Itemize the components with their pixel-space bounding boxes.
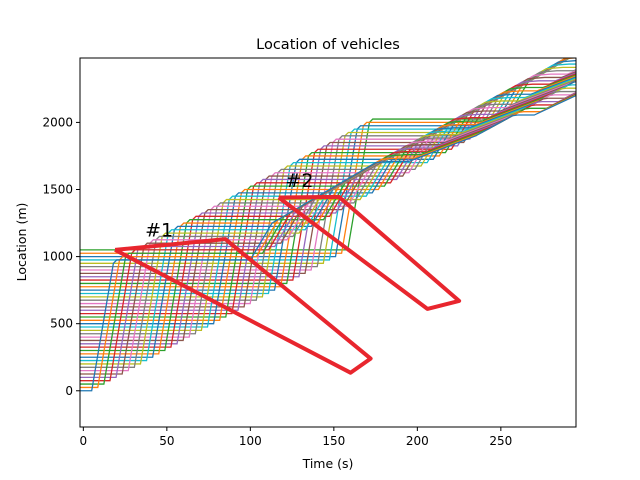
x-tick-label: 150 [322, 434, 345, 448]
x-tick-label: 250 [489, 434, 512, 448]
y-tick-label: 2000 [42, 115, 73, 129]
x-axis-label: Time (s) [302, 456, 354, 471]
vehicle-trajectory-line [80, 58, 571, 251]
x-tick-label: 0 [80, 434, 88, 448]
x-axis-ticks: 0 50 100 150 200 250 [80, 427, 512, 448]
chart-title: Location of vehicles [256, 37, 400, 53]
highlight-region [114, 237, 373, 375]
region-annotation-label: #2 [285, 170, 313, 192]
vehicle-trajectory-line [80, 80, 576, 352]
y-axis-label: Location (m) [14, 203, 29, 282]
plot-frame [79, 57, 577, 428]
y-tick-label: 500 [50, 317, 73, 331]
highlight-layer [114, 194, 462, 375]
vehicle-trajectory-line [80, 58, 571, 254]
plot-area [80, 58, 576, 392]
vehicle-trajectory-line [80, 87, 576, 365]
vehicle-trajectory-line [80, 94, 576, 392]
y-axis-ticks: 0 500 1000 1500 2000 [42, 115, 80, 398]
region-annotation-label: #1 [145, 219, 173, 241]
y-tick-label: 1000 [42, 250, 73, 264]
highlight-region [277, 194, 462, 311]
y-tick-label: 0 [65, 384, 73, 398]
x-tick-label: 200 [406, 434, 429, 448]
y-tick-label: 1500 [42, 182, 73, 196]
annotation-layer: #1 #2 [145, 170, 313, 242]
x-tick-label: 100 [239, 434, 262, 448]
series-layer [80, 58, 576, 392]
x-tick-label: 50 [159, 434, 174, 448]
